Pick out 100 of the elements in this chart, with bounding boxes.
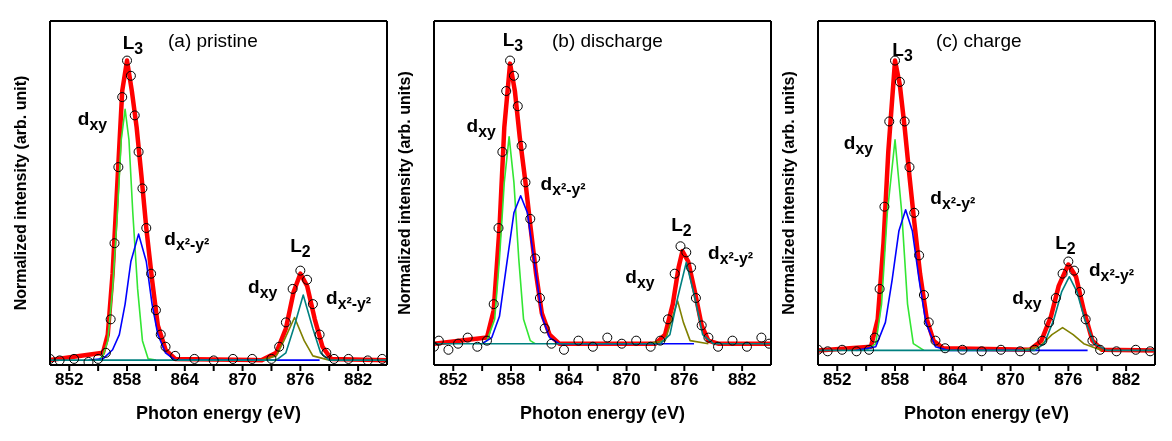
point [669, 268, 680, 279]
annotation: d$_{x²-y²}$ [540, 173, 586, 199]
point [1037, 335, 1048, 346]
point [208, 355, 219, 365]
x-tick-label: 876 [670, 370, 699, 390]
point [894, 76, 905, 87]
point [976, 346, 987, 357]
point [837, 344, 848, 355]
point [741, 341, 752, 352]
x-tick-label: 864 [554, 370, 584, 390]
point [713, 341, 724, 352]
point [501, 86, 512, 97]
point [539, 323, 550, 334]
point [1130, 344, 1141, 355]
point [869, 332, 880, 343]
point [756, 332, 767, 343]
point [170, 350, 181, 361]
point [1074, 286, 1085, 297]
y-axis-title: Normalized intensity (arb. units) [395, 71, 413, 315]
point [1063, 256, 1074, 267]
x-tick-label: 852 [55, 370, 84, 390]
x-axis-title: Photon energy (eV) [135, 403, 302, 423]
x-tick-label: 864 [170, 370, 200, 390]
point [512, 101, 523, 112]
point [100, 347, 111, 358]
point [1080, 314, 1091, 325]
point [690, 293, 701, 304]
annotation: d$_{xy}$ [843, 132, 874, 157]
annotation: d$_{xy}$ [466, 114, 496, 140]
point [343, 353, 354, 364]
point [274, 341, 285, 352]
point [879, 201, 890, 212]
x-tick-label: 858 [496, 370, 526, 390]
annotation: d$_{x²-y²}$ [708, 242, 754, 267]
point [377, 353, 387, 364]
point [280, 317, 291, 328]
point [1044, 317, 1055, 328]
point [696, 320, 707, 331]
x-tick-label: 876 [286, 370, 315, 390]
annotation: L$_{3}$ [892, 39, 913, 64]
point [160, 341, 171, 352]
point [481, 335, 492, 346]
point [434, 335, 444, 346]
x-axis-title: Photon energy (eV) [903, 403, 1070, 423]
annotation: d$_{x²-y²}$ [1089, 259, 1135, 285]
point [321, 347, 332, 358]
point [851, 346, 862, 357]
x-tick-label: 882 [1111, 370, 1141, 390]
x-tick-label: 876 [1054, 370, 1083, 390]
point [602, 332, 613, 343]
point [1095, 344, 1106, 355]
annotation: d$_{x²-y²}$ [164, 228, 210, 254]
point [462, 332, 473, 343]
point [307, 299, 318, 310]
point [1029, 344, 1040, 355]
point [155, 329, 166, 340]
x-tick-label: 882 [343, 370, 373, 390]
y-axis-title: Normalized intensity (arb. unit) [11, 75, 29, 311]
point [93, 353, 104, 364]
x-tick-label: 882 [727, 370, 757, 390]
point [525, 213, 536, 224]
chart-title: (a) pristine [168, 30, 258, 52]
y-axis-title: Normalized intensity (arb. units) [779, 71, 797, 315]
point [727, 335, 738, 346]
point [631, 335, 642, 346]
text: L$_{3}$ [502, 28, 524, 54]
chart-title: (c) charge [936, 30, 1022, 52]
x-tick-label: 870 [996, 370, 1025, 390]
point [247, 353, 258, 364]
point [914, 250, 925, 261]
annotation: L$_{2}$ [1055, 231, 1076, 257]
point [189, 353, 200, 364]
point [822, 346, 833, 357]
point [516, 140, 527, 151]
point [1050, 293, 1061, 304]
point [488, 299, 499, 310]
point [864, 344, 875, 355]
annotation: d$_{x²-y²}$ [326, 286, 372, 312]
chart-title: (b) discharge [552, 30, 663, 52]
point [655, 335, 666, 346]
point [923, 317, 934, 328]
point [125, 70, 136, 81]
point [558, 344, 569, 355]
point [295, 265, 306, 276]
point [227, 353, 238, 364]
point [453, 338, 464, 349]
point [681, 247, 692, 258]
point [1015, 346, 1026, 357]
point [909, 207, 920, 218]
point [1111, 346, 1122, 357]
point [69, 353, 80, 364]
annotation: L$_{2}$ [290, 235, 311, 261]
point [54, 355, 65, 365]
x-tick-label: 858 [880, 370, 910, 390]
point [302, 274, 313, 285]
point [83, 356, 94, 365]
point [520, 177, 531, 188]
point [703, 332, 714, 343]
point [133, 146, 144, 157]
point [443, 344, 454, 355]
